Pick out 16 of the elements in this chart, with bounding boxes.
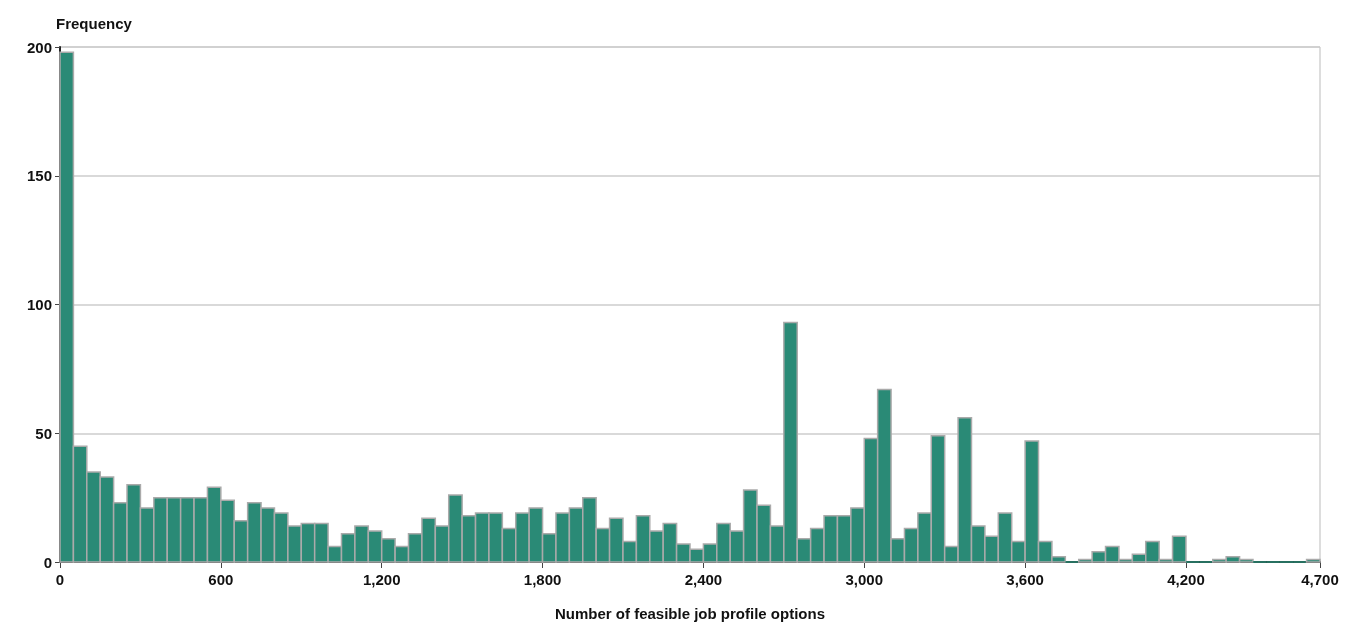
x-tick-label: 4,200 — [1167, 571, 1205, 588]
y-tick-label: 100 — [26, 296, 52, 313]
x-tick-label: 1,800 — [523, 571, 562, 588]
y-tick-label: 150 — [26, 167, 52, 185]
y-tick-label: 50 — [35, 424, 52, 442]
y-axis-title: Frequency — [56, 15, 133, 32]
x-tick-label: 3,600 — [1006, 571, 1044, 588]
x-tick-label: 3,000 — [845, 571, 884, 588]
y-tick-label: 200 — [26, 38, 52, 56]
x-tick-label: 600 — [208, 571, 234, 588]
x-tick-label: 1,200 — [362, 571, 401, 588]
x-tick-label: 4,700 — [1301, 571, 1339, 588]
x-tick-label: 2,400 — [684, 571, 723, 588]
x-axis-title: Number of feasible job profile options — [554, 605, 826, 622]
x-tick-label: 0 — [55, 571, 65, 588]
y-tick-label: 0 — [43, 553, 52, 571]
